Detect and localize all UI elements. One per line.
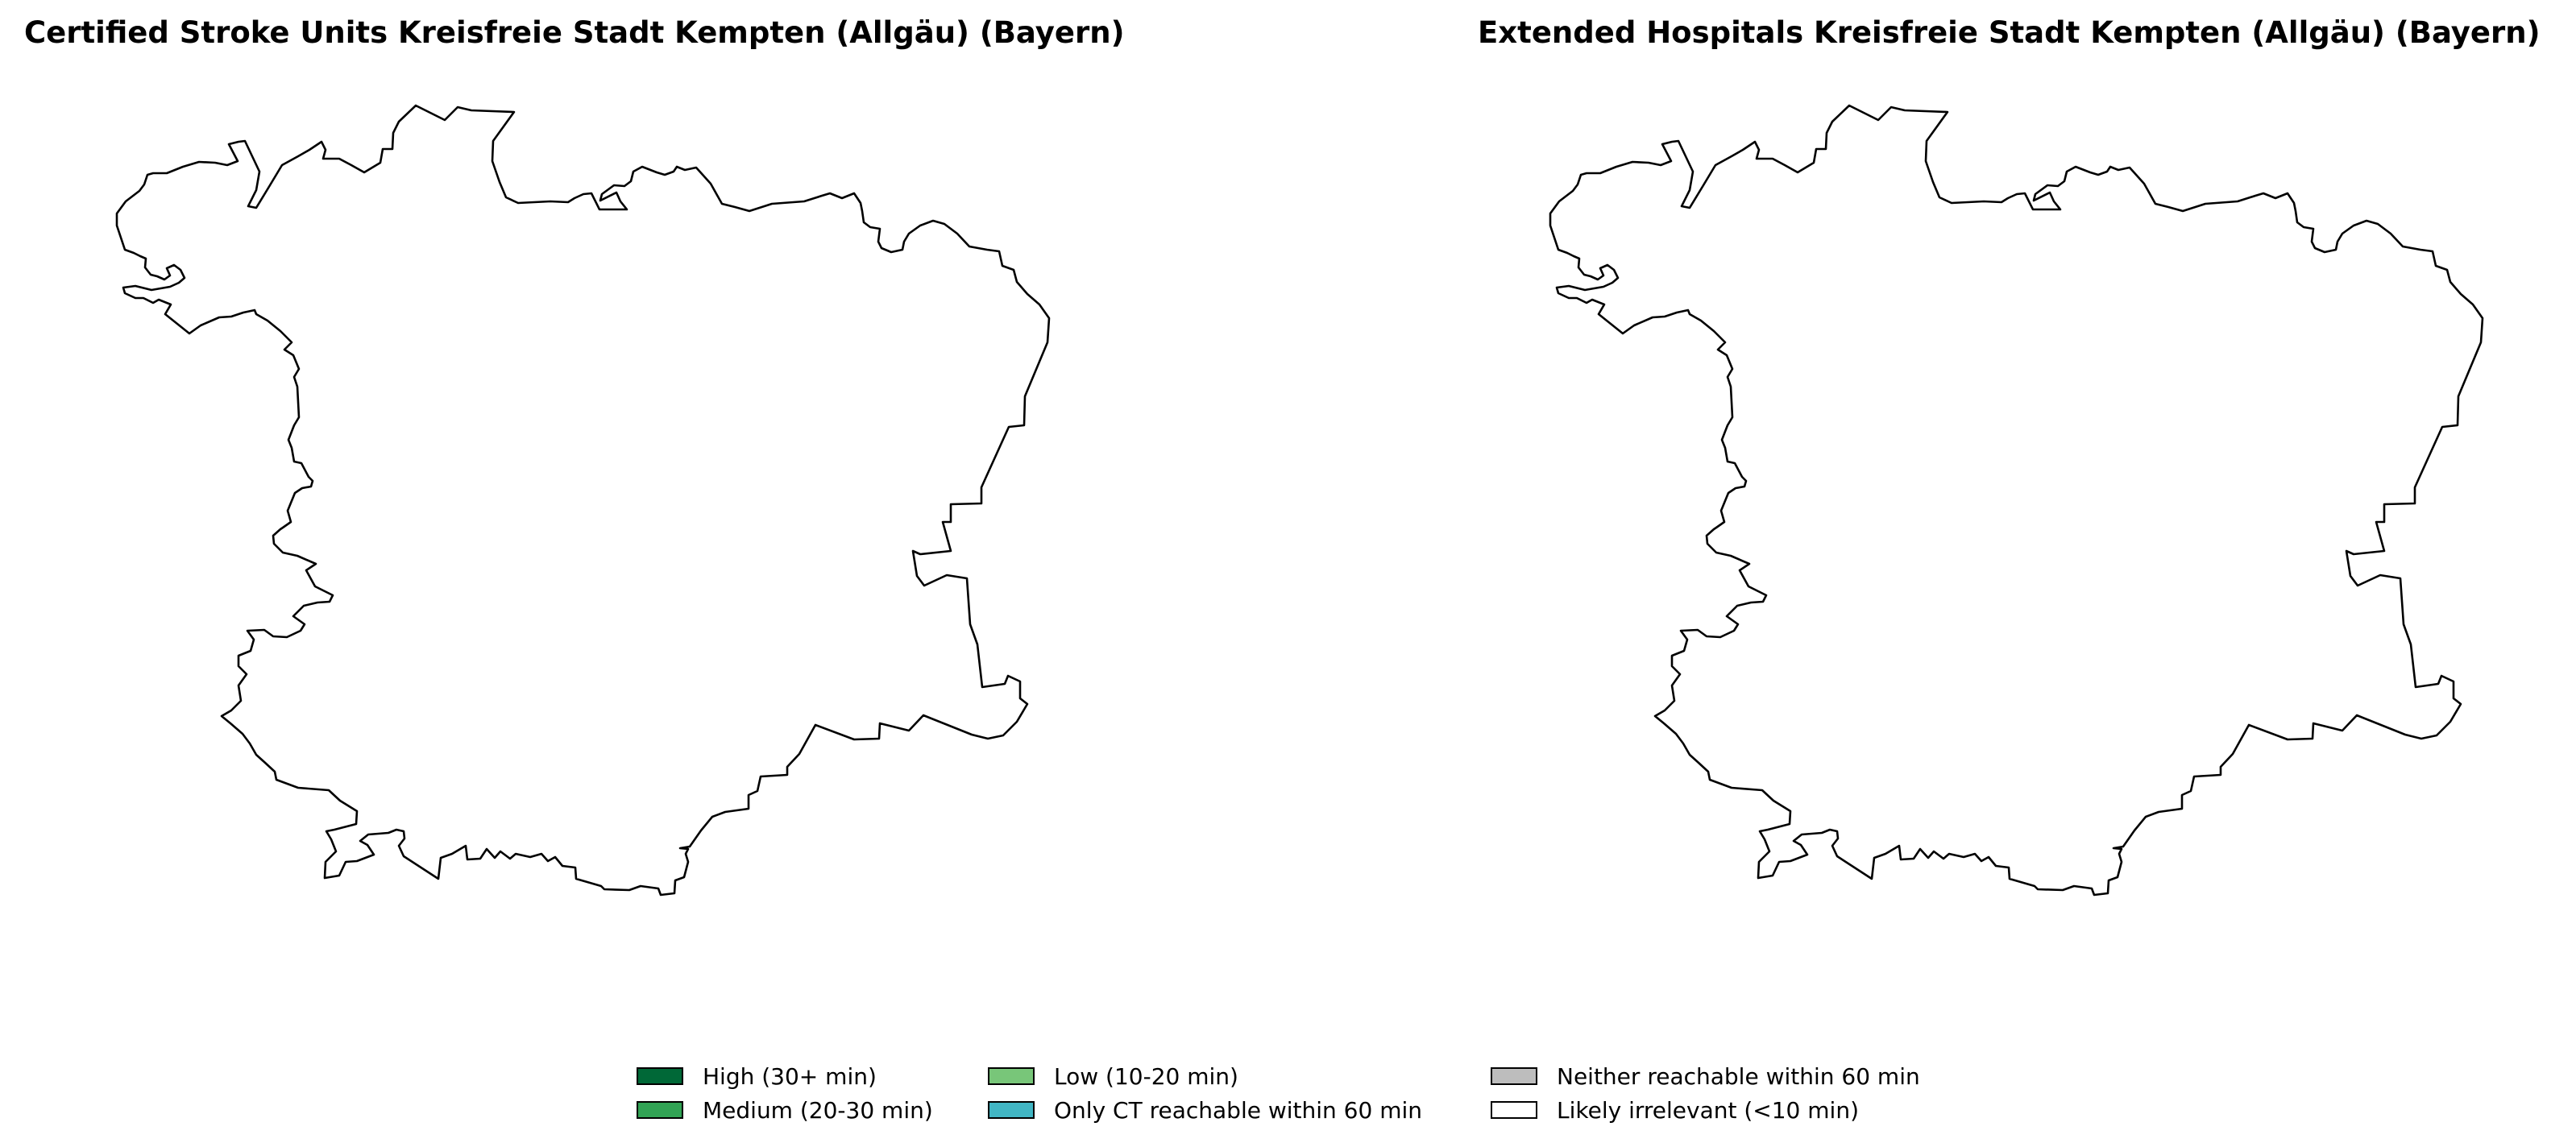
legend-item-irrelevant: Likely irrelevant (<10 min) (1491, 1094, 1859, 1126)
legend-item-neither: Neither reachable within 60 min (1491, 1060, 1920, 1092)
legend-item-ct-only: Only CT reachable within 60 min (988, 1094, 1422, 1126)
legend-swatch-low (988, 1067, 1035, 1085)
legend-label-high: High (30+ min) (703, 1062, 877, 1090)
legend-swatch-ct-only (988, 1101, 1035, 1119)
legend-label-medium: Medium (20-30 min) (703, 1096, 933, 1124)
legend-swatch-irrelevant (1491, 1101, 1537, 1119)
legend-label-ct-only: Only CT reachable within 60 min (1054, 1096, 1423, 1124)
right-region-outline (1549, 104, 2484, 897)
legend-item-low: Low (10-20 min) (988, 1060, 1238, 1092)
legend: High (30+ min) Medium (20-30 min) Low (1… (637, 1060, 1958, 1124)
legend-swatch-medium (637, 1101, 683, 1119)
legend-label-irrelevant: Likely irrelevant (<10 min) (1557, 1096, 1859, 1124)
legend-item-medium: Medium (20-30 min) (637, 1094, 933, 1126)
legend-swatch-high (637, 1067, 683, 1085)
legend-label-low: Low (10-20 min) (1054, 1062, 1238, 1090)
right-panel-title: Extended Hospitals Kreisfreie Stadt Kemp… (1478, 15, 2541, 50)
legend-swatch-neither (1491, 1067, 1537, 1085)
legend-item-high: High (30+ min) (637, 1060, 877, 1092)
legend-label-neither: Neither reachable within 60 min (1557, 1062, 1920, 1090)
left-region-outline (115, 104, 1051, 897)
left-panel-title: Certified Stroke Units Kreisfreie Stadt … (24, 15, 1125, 50)
